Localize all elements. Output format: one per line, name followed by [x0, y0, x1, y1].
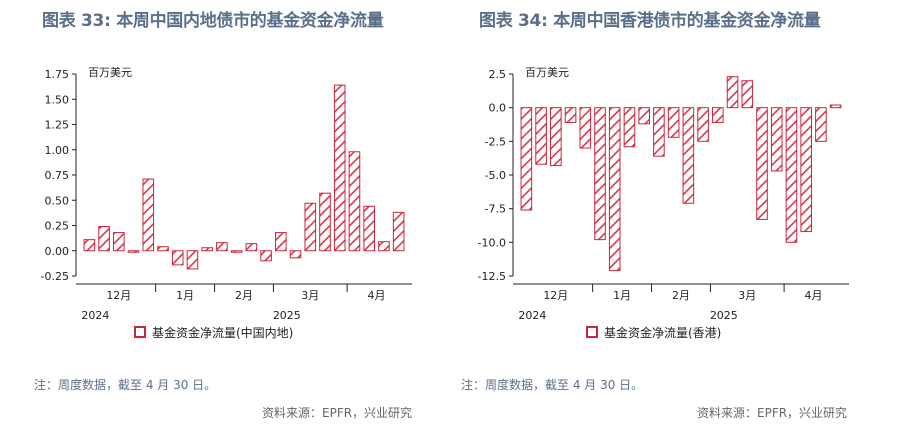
y-tick-label: -2.5 [485, 135, 506, 148]
y-tick-label: 1.25 [45, 119, 70, 132]
bar [608, 107, 621, 272]
source-text: 资料来源：EPFR，兴业研究 [262, 406, 413, 420]
y-tick-label: 1.00 [45, 144, 70, 157]
bar [697, 107, 709, 142]
year-label: 2025 [710, 309, 738, 322]
bar [348, 151, 361, 252]
y-tick-label: 0.00 [45, 245, 70, 258]
y-tick-label: 2.5 [489, 68, 507, 81]
x-tick-label: 2月 [235, 289, 253, 302]
x-tick-label: 1月 [613, 289, 631, 302]
bar [230, 250, 243, 253]
x-tick-label: 2月 [672, 289, 690, 302]
bar [623, 107, 636, 148]
bar [770, 107, 783, 172]
right-panel: 图表 34: 本周中国香港债市的基金资金净流量 -12.5 -10.0 -7.5 -5… [451, 0, 902, 426]
legend-label: 基金资金净流量(中国内地) [152, 326, 294, 340]
x-tick-label: 3月 [738, 289, 756, 302]
bar [127, 250, 140, 253]
bar [157, 246, 169, 252]
bar [520, 107, 533, 211]
bar [186, 250, 199, 270]
source-text: 资料来源：EPFR，兴业研究 [697, 406, 848, 420]
year-label: 2024 [81, 309, 109, 322]
y-tick-label: -0.25 [41, 270, 69, 283]
bar [756, 107, 768, 220]
year-label: 2024 [518, 309, 546, 322]
x-tick-label: 12月 [106, 289, 131, 302]
bar [726, 76, 739, 109]
bar [653, 107, 665, 157]
bar [113, 232, 125, 252]
x-tick-label: 1月 [176, 289, 194, 302]
y-tick-label: -10.0 [478, 236, 506, 249]
bar [564, 107, 577, 123]
bar [201, 247, 213, 252]
bar [741, 80, 754, 109]
bar [800, 107, 812, 233]
left-panel: 图表 33: 本周中国内地债市的基金资金净流量 -0.25 0.00 0.25 0.5… [34, 11, 413, 420]
y-tick-label: -5.0 [485, 169, 506, 182]
left-chart: -0.25 0.00 0.25 0.50 0.75 1.00 1.25 1.50 1.75 百万美… [41, 66, 412, 322]
legend: 基金资金净流量(香港) [586, 324, 721, 341]
note-text: 注：周度数据，截至 4 月 30 日。 [34, 378, 217, 392]
bar [142, 178, 155, 252]
bar [304, 202, 317, 252]
bar [815, 107, 827, 142]
x-tick-label: 3月 [301, 289, 319, 302]
y-tick-label: -12.5 [478, 270, 506, 283]
bar [829, 104, 842, 109]
legend: 基金资金净流量(中国内地) [134, 324, 293, 341]
bar [333, 84, 346, 252]
y-tick-label: 0.75 [45, 169, 70, 182]
bar [83, 239, 96, 252]
chart-title: 图表 33: 本周中国内地债市的基金资金净流量 [42, 11, 384, 31]
note-text: 注：周度数据，截至 4 月 30 日。 [461, 378, 644, 392]
chart-title: 图表 34: 本周中国香港债市的基金资金净流量 [479, 11, 821, 31]
y-tick-label: 1.75 [45, 68, 70, 81]
bar [216, 242, 228, 252]
bar [712, 107, 724, 123]
y-tick-label: 0.50 [45, 194, 70, 207]
bar [550, 107, 562, 167]
bar [785, 107, 798, 243]
bar [535, 107, 547, 165]
bar [289, 250, 302, 259]
bar [275, 232, 287, 252]
unit-label: 百万美元 [525, 66, 569, 79]
bar [579, 107, 592, 149]
legend-swatch [586, 326, 598, 338]
bar [245, 243, 258, 252]
bar [638, 107, 650, 125]
y-tick-label: 1.50 [45, 93, 70, 106]
bar [392, 211, 405, 252]
y-tick-label: 0.0 [489, 102, 507, 115]
right-chart: -12.5 -10.0 -7.5 -5.0 -2.5 0.0 2.5 百万美元 12月 1月 2月 3… [478, 66, 849, 322]
legend-label: 基金资金净流量(香港) [604, 326, 722, 340]
y-tick-label: -7.5 [485, 203, 506, 216]
bar [594, 107, 606, 241]
bar [363, 205, 375, 252]
bar [667, 107, 680, 138]
bar [378, 241, 390, 252]
bar [319, 192, 331, 252]
x-tick-label: 4月 [368, 289, 386, 302]
bar [98, 226, 110, 252]
bar [260, 250, 272, 262]
bar [682, 107, 695, 204]
x-tick-label: 12月 [543, 289, 568, 302]
legend-swatch [134, 326, 146, 338]
bar [171, 250, 184, 266]
year-label: 2025 [273, 309, 301, 322]
x-tick-label: 4月 [805, 289, 823, 302]
unit-label: 百万美元 [88, 66, 132, 79]
y-tick-label: 0.25 [45, 220, 70, 233]
